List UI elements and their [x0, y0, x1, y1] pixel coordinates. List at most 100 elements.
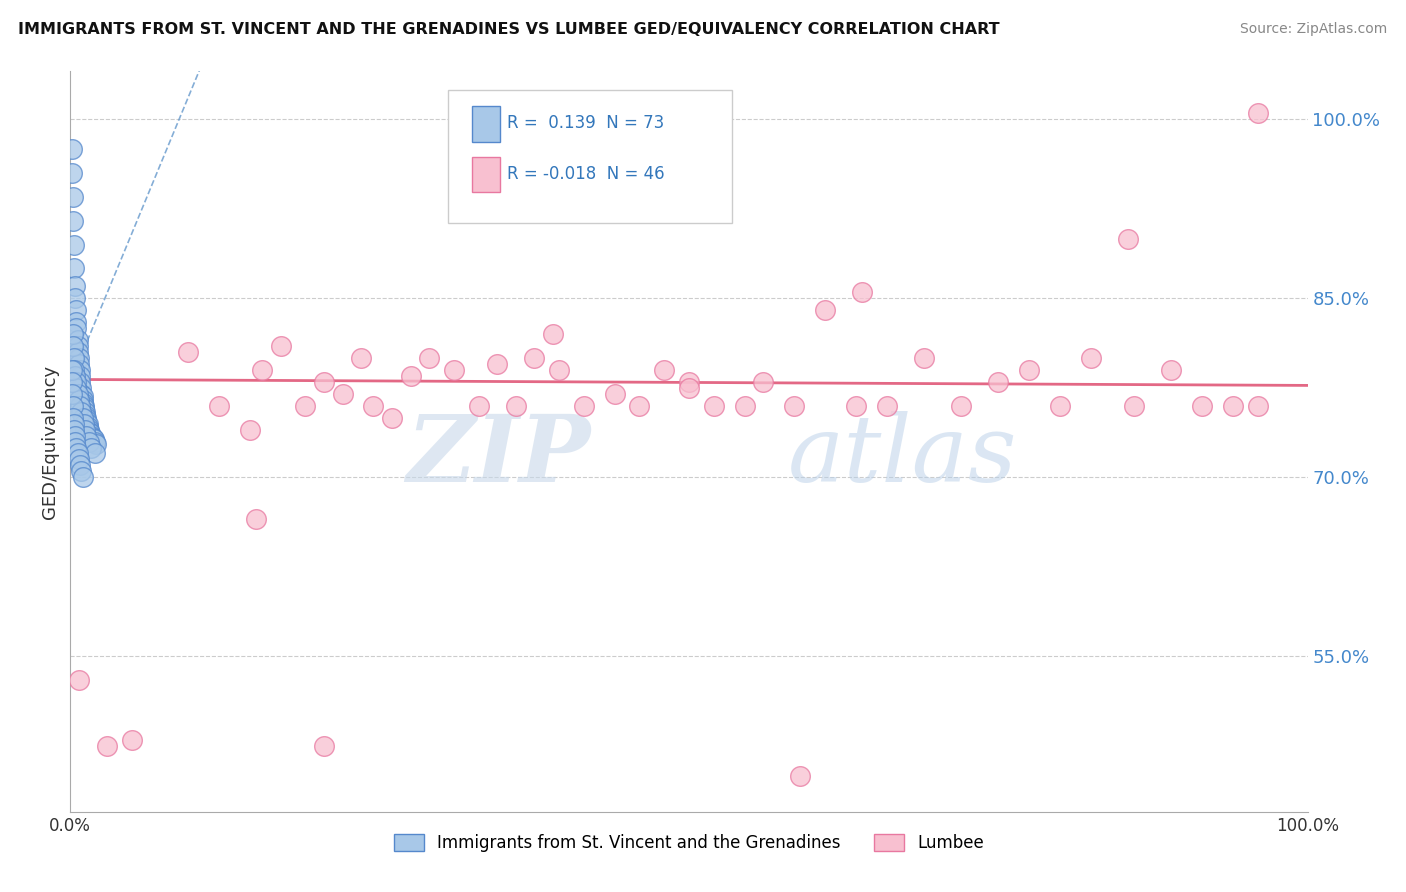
Point	[96, 739, 118, 753]
Point	[208, 399, 231, 413]
Point	[177, 345, 200, 359]
Point	[245, 512, 267, 526]
Point	[783, 399, 806, 413]
Point	[62, 410, 84, 425]
Point	[60, 363, 83, 377]
Point	[505, 399, 527, 413]
Point	[67, 673, 90, 688]
Point	[69, 399, 91, 413]
Point	[70, 386, 93, 401]
Point	[67, 392, 90, 407]
Point	[77, 423, 100, 437]
Point	[63, 261, 86, 276]
Point	[69, 375, 91, 389]
Point	[678, 381, 700, 395]
Point	[84, 446, 107, 460]
Point	[75, 405, 97, 419]
Point	[65, 368, 87, 383]
Point	[84, 434, 107, 449]
Text: R =  0.139  N = 73: R = 0.139 N = 73	[508, 114, 664, 132]
Point	[65, 315, 87, 329]
Point	[363, 399, 385, 413]
Point	[70, 464, 93, 478]
Point	[66, 345, 89, 359]
Point	[72, 389, 94, 403]
Point	[350, 351, 373, 365]
Point	[70, 405, 93, 419]
Point	[1191, 399, 1213, 413]
Point	[65, 375, 87, 389]
Point	[72, 470, 94, 484]
Point	[73, 399, 96, 413]
Point	[75, 413, 97, 427]
Point	[1049, 399, 1071, 413]
Point	[752, 375, 775, 389]
Point	[1247, 106, 1270, 120]
Point	[270, 339, 292, 353]
Point	[912, 351, 935, 365]
Point	[294, 399, 316, 413]
Point	[63, 363, 86, 377]
Point	[399, 368, 422, 383]
Point	[72, 396, 94, 410]
Point	[75, 423, 97, 437]
Point	[845, 399, 868, 413]
Point	[239, 423, 262, 437]
FancyBboxPatch shape	[472, 106, 499, 142]
Point	[65, 428, 87, 442]
Point	[75, 409, 97, 423]
Point	[73, 417, 96, 431]
Point	[443, 363, 465, 377]
Point	[80, 428, 103, 442]
Point	[62, 399, 84, 413]
Point	[703, 399, 725, 413]
Text: Source: ZipAtlas.com: Source: ZipAtlas.com	[1240, 22, 1388, 37]
Text: R = -0.018  N = 46: R = -0.018 N = 46	[508, 164, 665, 183]
Point	[62, 339, 84, 353]
Point	[814, 303, 837, 318]
Point	[987, 375, 1010, 389]
Point	[312, 375, 335, 389]
Point	[75, 428, 97, 442]
Point	[67, 351, 90, 365]
Point	[72, 392, 94, 407]
Point	[62, 213, 84, 227]
Point	[418, 351, 440, 365]
Point	[1247, 399, 1270, 413]
Point	[1018, 363, 1040, 377]
Point	[65, 381, 87, 395]
Point	[60, 142, 83, 156]
Point	[83, 432, 105, 446]
Point	[60, 375, 83, 389]
Point	[628, 399, 651, 413]
Point	[121, 733, 143, 747]
Point	[652, 363, 675, 377]
Point	[467, 399, 489, 413]
FancyBboxPatch shape	[447, 90, 733, 223]
Text: atlas: atlas	[787, 411, 1018, 501]
Point	[76, 417, 98, 431]
Y-axis label: GED/Equivalency: GED/Equivalency	[41, 365, 59, 518]
Point	[1222, 399, 1244, 413]
Point	[62, 190, 84, 204]
Point	[79, 426, 101, 441]
Point	[75, 410, 97, 425]
Point	[62, 327, 84, 342]
Point	[63, 417, 86, 431]
Point	[67, 452, 90, 467]
Point	[1160, 363, 1182, 377]
Point	[486, 357, 509, 371]
Point	[250, 363, 273, 377]
FancyBboxPatch shape	[472, 156, 499, 192]
Point	[77, 425, 100, 439]
Point	[65, 279, 87, 293]
Point	[65, 321, 87, 335]
Point	[541, 327, 564, 342]
Point	[1123, 399, 1146, 413]
Point	[69, 368, 91, 383]
Point	[60, 386, 83, 401]
Point	[67, 357, 90, 371]
Point	[65, 291, 87, 305]
Point	[65, 434, 87, 449]
Point	[72, 410, 94, 425]
